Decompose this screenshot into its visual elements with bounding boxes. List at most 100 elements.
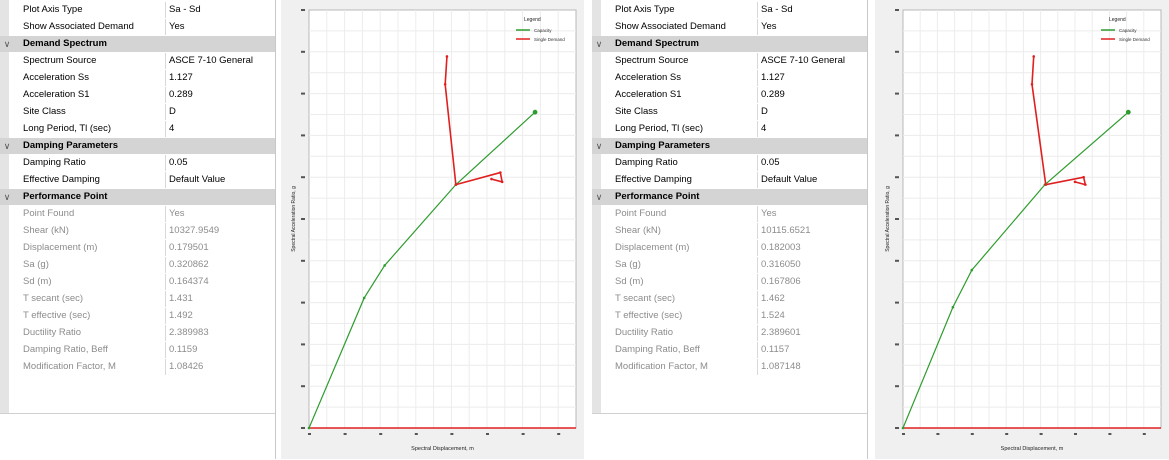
property-value[interactable]: 0.289	[757, 87, 861, 103]
property-value[interactable]: ASCE 7-10 General	[757, 53, 861, 69]
property-row[interactable]: Shear (kN) 10115.6521	[601, 223, 866, 239]
category-header[interactable]: ∨ Demand Spectrum	[592, 36, 867, 52]
property-row[interactable]: Sd (m) 0.164374	[9, 274, 274, 290]
category-label: Performance Point	[23, 191, 108, 202]
property-row[interactable]: Ductility Ratio 2.389983	[9, 325, 274, 341]
property-row[interactable]: Damping Ratio, Beff 0.1157	[601, 342, 866, 358]
property-row[interactable]: Damping Ratio 0.05	[9, 155, 274, 171]
property-row[interactable]: Modification Factor, M 1.087148	[601, 359, 866, 375]
property-row[interactable]: Effective Damping Default Value	[601, 172, 866, 188]
data-point	[1125, 109, 1131, 115]
property-row[interactable]: Effective Damping Default Value	[9, 172, 274, 188]
property-row[interactable]: Sd (m) 0.167806	[601, 274, 866, 290]
category-header[interactable]: ∨ Damping Parameters	[592, 138, 867, 154]
property-value[interactable]: Default Value	[165, 172, 269, 188]
property-value[interactable]: 4	[757, 121, 861, 137]
chevron-down-icon[interactable]: ∨	[595, 192, 603, 202]
property-row[interactable]: Ductility Ratio 2.389601	[601, 325, 866, 341]
data-point	[951, 305, 955, 309]
property-row[interactable]: Modification Factor, M 1.08426	[9, 359, 274, 375]
property-value[interactable]: Sa - Sd	[757, 2, 861, 18]
property-row[interactable]: Plot Axis Type Sa - Sd	[9, 2, 274, 18]
property-value[interactable]: 1.127	[165, 70, 269, 86]
chevron-down-icon[interactable]: ∨	[3, 39, 11, 49]
property-row[interactable]: Long Period, Tl (sec) 4	[9, 121, 274, 137]
property-grid[interactable]: Plot Axis Type Sa - Sd Show Associated Dem…	[592, 0, 868, 460]
x-tick-mark	[1005, 433, 1009, 435]
property-name: Plot Axis Type	[615, 4, 675, 15]
property-value[interactable]: 0.05	[165, 155, 269, 171]
chevron-down-icon[interactable]: ∨	[3, 141, 11, 151]
category-header[interactable]: ∨ Demand Spectrum	[0, 36, 275, 52]
chevron-down-icon[interactable]: ∨	[595, 39, 603, 49]
property-name: T effective (sec)	[23, 310, 91, 321]
property-row[interactable]: T effective (sec) 1.524	[601, 308, 866, 324]
property-row[interactable]: Displacement (m) 0.179501	[9, 240, 274, 256]
property-name: T secant (sec)	[23, 293, 84, 304]
pushover-chart[interactable]: Spectral Displacement, m Spectral Acceler…	[875, 0, 1169, 459]
property-row[interactable]: Damping Ratio, Beff 0.1159	[9, 342, 274, 358]
property-value[interactable]: ASCE 7-10 General	[165, 53, 269, 69]
property-name: Modification Factor, M	[615, 361, 708, 372]
property-row[interactable]: Acceleration Ss 1.127	[9, 70, 274, 86]
property-name: Spectrum Source	[23, 55, 97, 66]
x-tick-mark	[1039, 433, 1043, 435]
property-row[interactable]: Acceleration Ss 1.127	[601, 70, 866, 86]
property-value: 2.389983	[165, 325, 269, 341]
chevron-down-icon[interactable]: ∨	[3, 192, 11, 202]
chevron-down-icon[interactable]: ∨	[595, 141, 603, 151]
property-row[interactable]: Site Class D	[9, 104, 274, 120]
x-axis-label: Spectral Displacement, m	[411, 446, 474, 452]
property-value[interactable]: D	[757, 104, 861, 120]
property-value[interactable]: 4	[165, 121, 269, 137]
category-label: Damping Parameters	[23, 140, 119, 151]
property-row[interactable]: Damping Ratio 0.05	[601, 155, 866, 171]
property-row[interactable]: T secant (sec) 1.462	[601, 291, 866, 307]
property-row[interactable]: Sa (g) 0.320862	[9, 257, 274, 273]
property-value[interactable]: D	[165, 104, 269, 120]
property-name: Ductility Ratio	[615, 327, 674, 338]
property-row[interactable]: Point Found Yes	[9, 206, 274, 222]
property-row[interactable]: Plot Axis Type Sa - Sd	[601, 2, 866, 18]
property-row[interactable]: Point Found Yes	[601, 206, 866, 222]
property-grid[interactable]: Plot Axis Type Sa - Sd Show Associated Dem…	[0, 0, 276, 460]
property-row[interactable]: Spectrum Source ASCE 7-10 General	[9, 53, 274, 69]
property-row[interactable]: T effective (sec) 1.492	[9, 308, 274, 324]
property-name: T secant (sec)	[615, 293, 676, 304]
property-value: 0.179501	[165, 240, 269, 256]
data-point	[1082, 175, 1085, 179]
property-name: Shear (kN)	[23, 225, 69, 236]
pushover-chart[interactable]: Spectral Displacement, m Spectral Acceler…	[281, 0, 584, 459]
y-tick-mark	[895, 343, 899, 346]
property-row[interactable]: Spectrum Source ASCE 7-10 General	[601, 53, 866, 69]
property-row[interactable]: Show Associated Demand Yes	[9, 19, 274, 35]
property-value[interactable]: Sa - Sd	[165, 2, 269, 18]
property-row[interactable]: Show Associated Demand Yes	[601, 19, 866, 35]
property-value[interactable]: Yes	[165, 19, 269, 35]
category-header[interactable]: ∨ Performance Point	[592, 189, 867, 205]
property-row[interactable]: T secant (sec) 1.431	[9, 291, 274, 307]
data-point	[1030, 83, 1034, 86]
property-name: Point Found	[23, 208, 75, 219]
property-row[interactable]: Acceleration S1 0.289	[601, 87, 866, 103]
property-value[interactable]: 0.289	[165, 87, 269, 103]
property-row[interactable]: Long Period, Tl (sec) 4	[601, 121, 866, 137]
property-row[interactable]: Site Class D	[601, 104, 866, 120]
property-value[interactable]: Yes	[757, 19, 861, 35]
property-name: Acceleration S1	[23, 89, 90, 100]
y-tick-mark	[895, 259, 899, 262]
y-tick-mark	[895, 301, 899, 304]
property-row[interactable]: Displacement (m) 0.182003	[601, 240, 866, 256]
property-row[interactable]: Acceleration S1 0.289	[9, 87, 274, 103]
category-header[interactable]: ∨ Performance Point	[0, 189, 275, 205]
property-value[interactable]: 1.127	[757, 70, 861, 86]
property-row[interactable]: Sa (g) 0.316050	[601, 257, 866, 273]
panel-separator	[584, 0, 592, 459]
property-value[interactable]: Default Value	[757, 172, 861, 188]
y-axis-label: Spectral Acceleration Ratio, g	[291, 186, 297, 252]
category-header[interactable]: ∨ Damping Parameters	[0, 138, 275, 154]
property-value[interactable]: 0.05	[757, 155, 861, 171]
property-name: Show Associated Demand	[615, 21, 726, 32]
y-tick-mark	[895, 134, 899, 137]
property-row[interactable]: Shear (kN) 10327.9549	[9, 223, 274, 239]
